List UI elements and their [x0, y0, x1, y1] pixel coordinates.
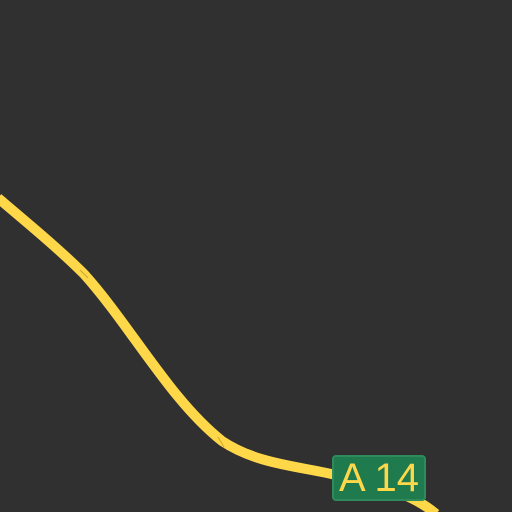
road-shield-label: A 14	[338, 456, 420, 500]
road-segment-divider	[217, 436, 225, 448]
road-shield-a14[interactable]: A 14	[332, 455, 426, 501]
road-segment-divider	[79, 269, 89, 279]
